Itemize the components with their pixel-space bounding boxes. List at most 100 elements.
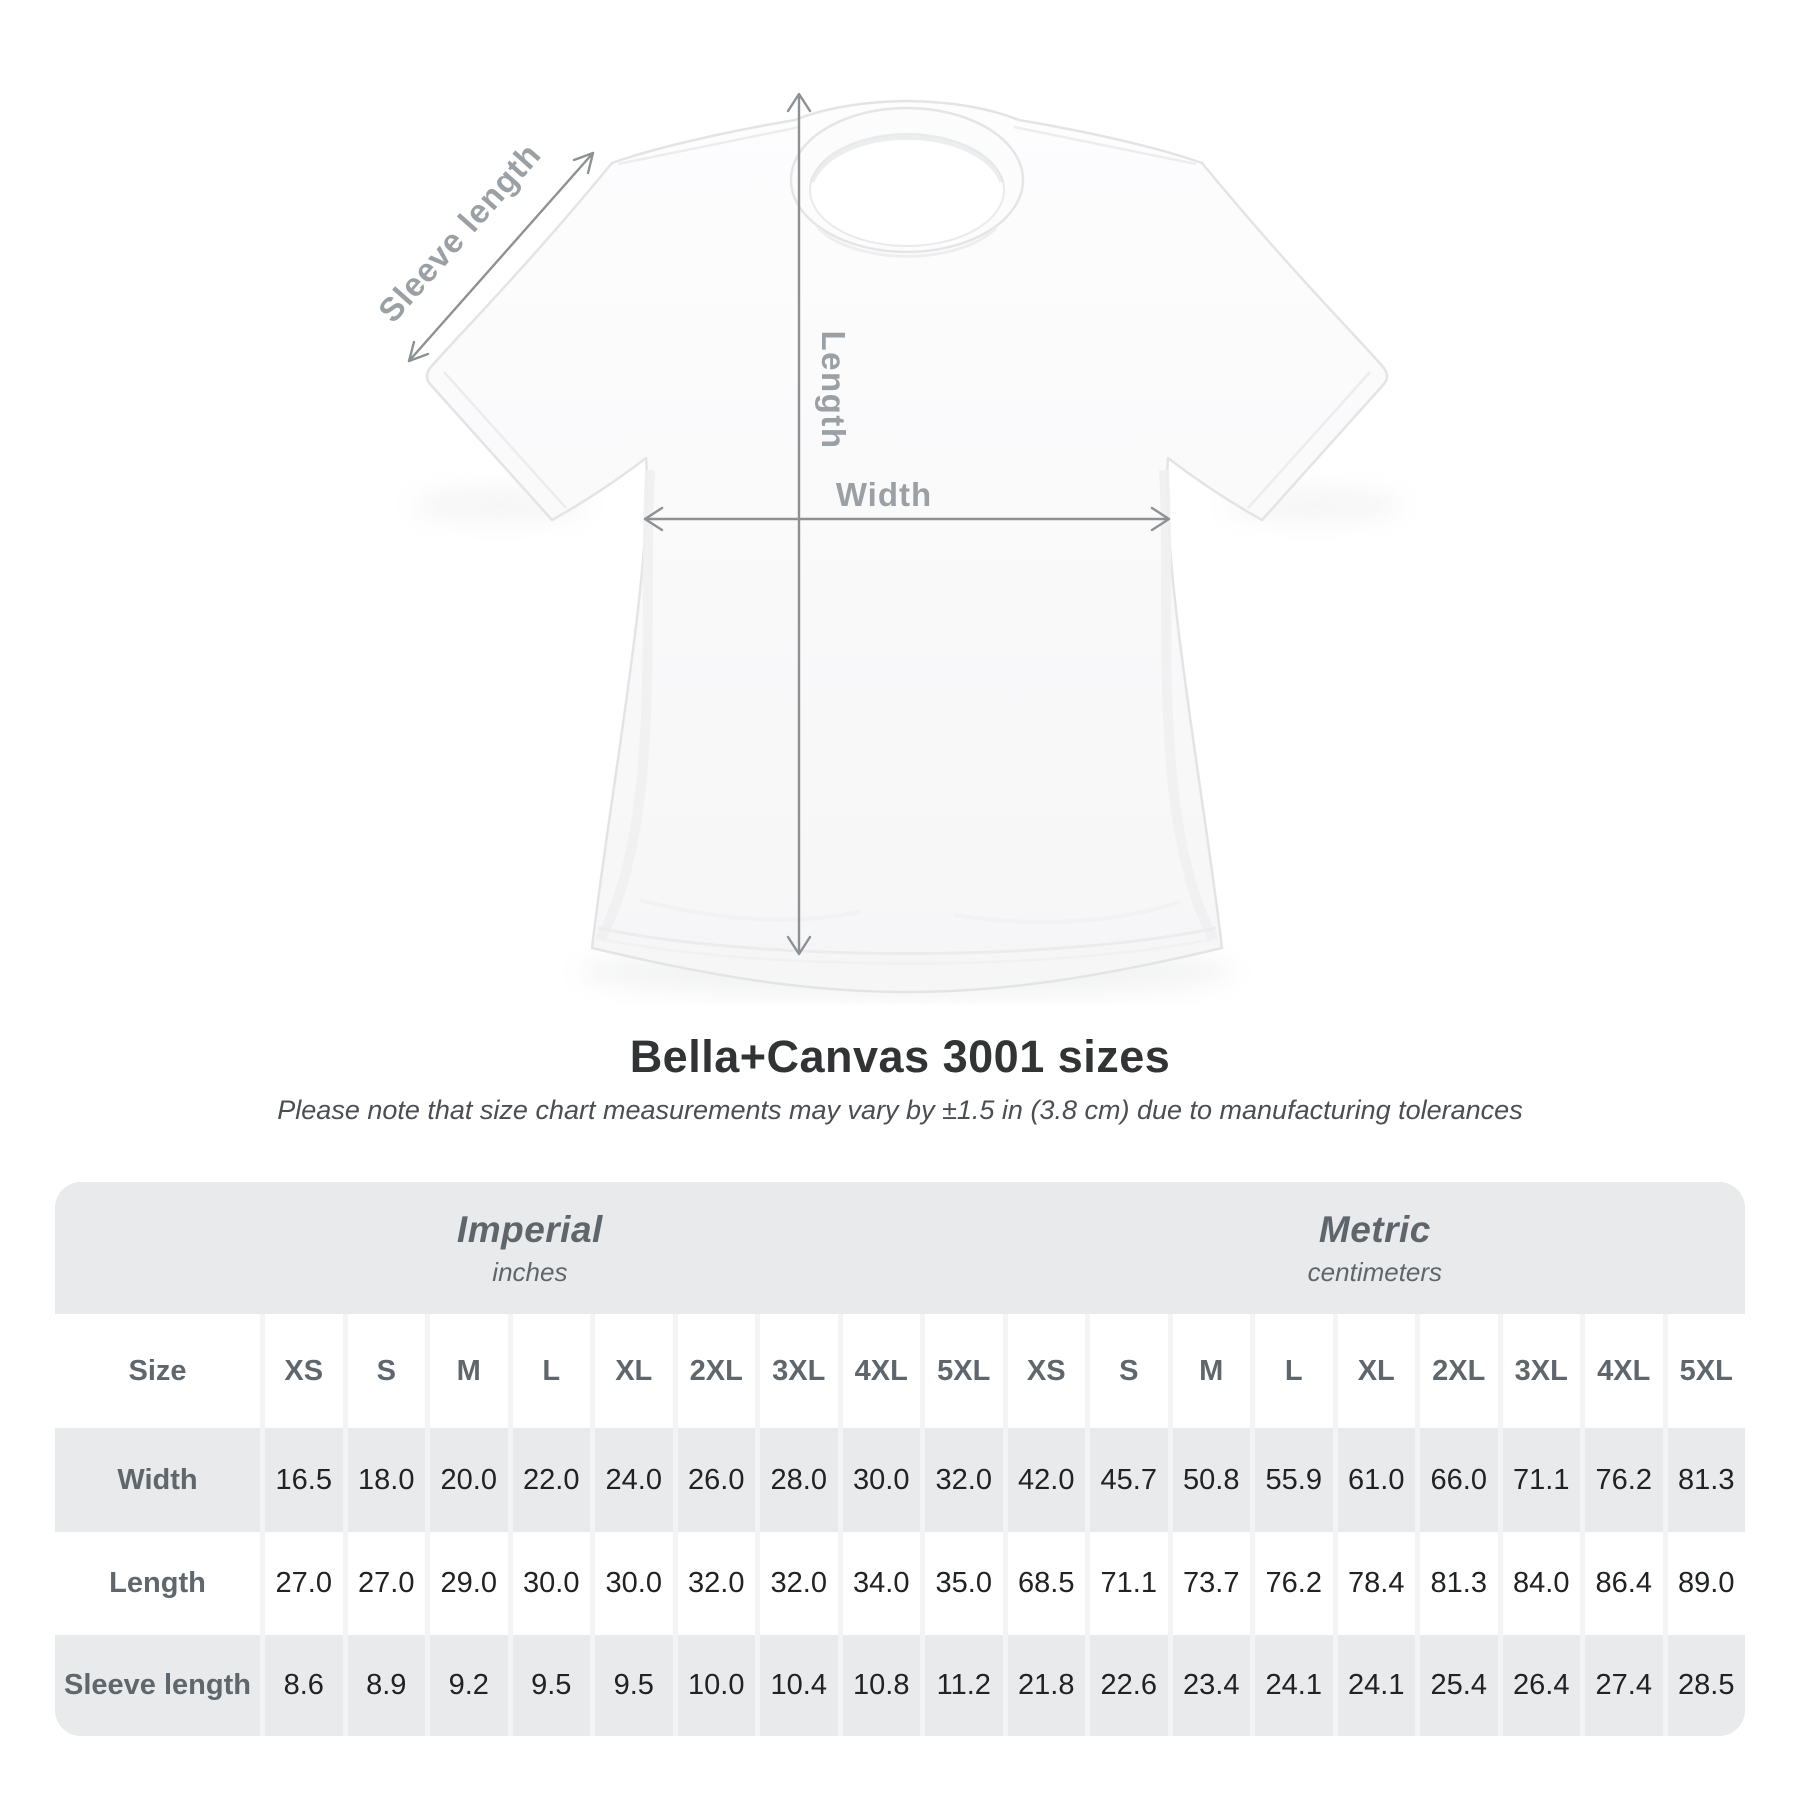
tshirt-graphic	[425, 99, 1389, 994]
imperial-value-cell: 9.5	[512, 1635, 590, 1736]
metric-title: Metric	[1318, 1208, 1431, 1250]
metric-value-cell: 27.4	[1585, 1635, 1663, 1736]
imperial-value-cell: 29.0	[430, 1532, 508, 1635]
imperial-value-cell: 30.0	[595, 1532, 673, 1635]
size-col-header-imperial: XL	[595, 1314, 673, 1428]
metric-value-cell: 28.5	[1667, 1635, 1745, 1736]
imperial-value-cell: 10.0	[677, 1635, 755, 1736]
size-col-header-metric: L	[1255, 1314, 1333, 1428]
title-block: Bella+Canvas 3001 sizes Please note that…	[0, 1005, 1800, 1126]
imperial-value-cell: 35.0	[925, 1532, 1003, 1635]
metric-value-cell: 73.7	[1172, 1532, 1250, 1635]
metric-value-cell: 84.0	[1502, 1532, 1580, 1635]
page-subtitle: Please note that size chart measurements…	[277, 1095, 1523, 1125]
metric-value-cell: 26.4	[1502, 1635, 1580, 1736]
length-label: Length	[815, 331, 852, 450]
metric-value-cell: 76.2	[1255, 1532, 1333, 1635]
metric-value-cell: 50.8	[1172, 1428, 1250, 1532]
imperial-value-cell: 22.0	[512, 1428, 590, 1532]
sleeve-length-arrow	[407, 151, 595, 363]
imperial-unit: inches	[492, 1256, 568, 1287]
imperial-value-cell: 18.0	[347, 1428, 425, 1532]
metric-value-cell: 42.0	[1007, 1428, 1085, 1532]
imperial-value-cell: 9.5	[595, 1635, 673, 1736]
row-label: Length	[55, 1532, 260, 1635]
shoulder-seam-left	[617, 125, 801, 166]
imperial-value-cell: 32.0	[925, 1428, 1003, 1532]
imperial-value-cell: 20.0	[430, 1428, 508, 1532]
size-col-header-metric: XS	[1007, 1314, 1085, 1428]
imperial-title: Imperial	[456, 1208, 603, 1250]
tshirt-outline	[425, 99, 1389, 994]
metric-value-cell: 68.5	[1007, 1532, 1085, 1635]
imperial-value-cell: 30.0	[842, 1428, 920, 1532]
row-label: Width	[55, 1428, 260, 1532]
metric-value-cell: 89.0	[1667, 1532, 1745, 1635]
row-label: Sleeve length	[55, 1635, 260, 1736]
imperial-value-cell: 26.0	[677, 1428, 755, 1532]
imperial-value-cell: 32.0	[760, 1532, 838, 1635]
cuff-seam-left	[443, 371, 567, 509]
metric-value-cell: 21.8	[1007, 1635, 1085, 1736]
cuff-seam-right	[1247, 371, 1371, 509]
unit-header-band: Imperial inches Metric centimeters	[55, 1182, 1745, 1314]
metric-value-cell: 81.3	[1667, 1428, 1745, 1532]
size-col-header-imperial: 2XL	[677, 1314, 755, 1428]
size-col-header-metric: S	[1090, 1314, 1168, 1428]
imperial-value-cell: 24.0	[595, 1428, 673, 1532]
metric-value-cell: 71.1	[1502, 1428, 1580, 1532]
imperial-value-cell: 10.4	[760, 1635, 838, 1736]
size-col-header-imperial: S	[347, 1314, 425, 1428]
size-table: Imperial inches Metric centimeters Size X…	[55, 1182, 1745, 1736]
metric-value-cell: 66.0	[1420, 1428, 1498, 1532]
tshirt-diagram: Sleeve length Length Width	[371, 92, 1404, 998]
size-grid: Size XS S M L XL 2XL 3XL 4XL 5XL XS S M L XL 2XL 3XL 4XL 5…	[55, 1314, 1745, 1736]
size-col-header-imperial: XS	[265, 1314, 343, 1428]
size-col-header-metric: 5XL	[1667, 1314, 1745, 1428]
metric-value-cell: 71.1	[1090, 1532, 1168, 1635]
size-col-header-metric: M	[1172, 1314, 1250, 1428]
metric-unit: centimeters	[1307, 1256, 1443, 1287]
metric-value-cell: 23.4	[1172, 1635, 1250, 1736]
size-col-header-imperial: M	[430, 1314, 508, 1428]
hem-seam	[597, 926, 1217, 955]
size-col-header-imperial: 4XL	[842, 1314, 920, 1428]
metric-value-cell: 25.4	[1420, 1635, 1498, 1736]
imperial-value-cell: 11.2	[925, 1635, 1003, 1736]
metric-value-cell: 78.4	[1337, 1532, 1415, 1635]
metric-value-cell: 55.9	[1255, 1428, 1333, 1532]
size-col-header-imperial: L	[512, 1314, 590, 1428]
imperial-value-cell: 9.2	[430, 1635, 508, 1736]
size-header-label: Size	[55, 1314, 260, 1428]
tshirt-diagram-area: Sleeve length Length Width	[371, 92, 1404, 998]
metric-value-cell: 86.4	[1585, 1532, 1663, 1635]
size-col-header-metric: XL	[1337, 1314, 1415, 1428]
imperial-value-cell: 8.6	[265, 1635, 343, 1736]
metric-value-cell: 45.7	[1090, 1428, 1168, 1532]
size-col-header-metric: 2XL	[1420, 1314, 1498, 1428]
width-label: Width	[836, 476, 932, 513]
collar	[789, 106, 1025, 258]
size-col-header-metric: 3XL	[1502, 1314, 1580, 1428]
imperial-value-cell: 34.0	[842, 1532, 920, 1635]
size-col-header-imperial: 3XL	[760, 1314, 838, 1428]
length-arrow	[786, 92, 812, 956]
imperial-value-cell: 32.0	[677, 1532, 755, 1635]
metric-value-cell: 22.6	[1090, 1635, 1168, 1736]
metric-value-cell: 24.1	[1255, 1635, 1333, 1736]
imperial-value-cell: 27.0	[265, 1532, 343, 1635]
metric-value-cell: 61.0	[1337, 1428, 1415, 1532]
imperial-value-cell: 27.0	[347, 1532, 425, 1635]
metric-value-cell: 76.2	[1585, 1428, 1663, 1532]
imperial-value-cell: 10.8	[842, 1635, 920, 1736]
imperial-value-cell: 30.0	[512, 1532, 590, 1635]
imperial-value-cell: 16.5	[265, 1428, 343, 1532]
shoulder-seam-right	[1013, 125, 1197, 166]
metric-value-cell: 81.3	[1420, 1532, 1498, 1635]
size-col-header-imperial: 5XL	[925, 1314, 1003, 1428]
imperial-header: Imperial inches	[55, 1182, 1005, 1314]
page-title: Bella+Canvas 3001 sizes	[629, 1031, 1171, 1082]
size-col-header-metric: 4XL	[1585, 1314, 1663, 1428]
width-arrow	[643, 506, 1171, 532]
